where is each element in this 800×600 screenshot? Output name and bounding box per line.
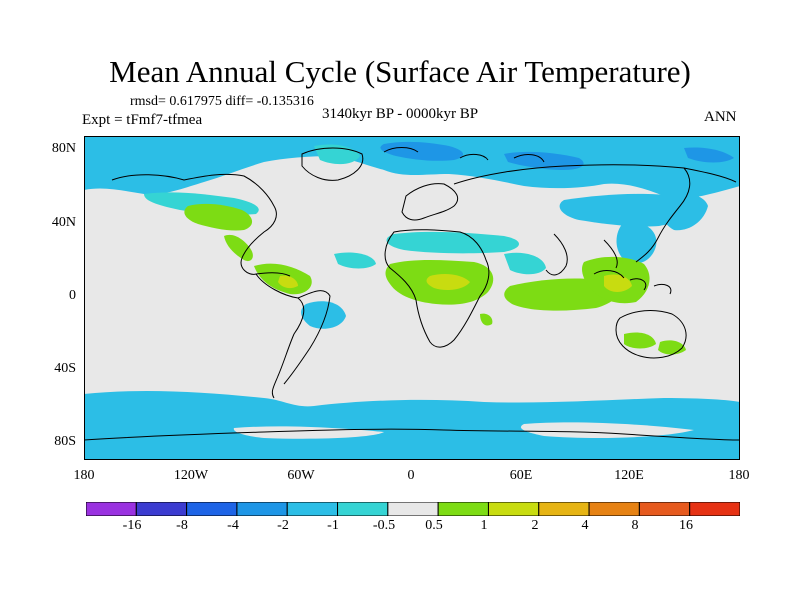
greenland-coast: [301, 147, 364, 181]
colorbar-swatch: [538, 502, 590, 516]
madagascar-warm-region: [480, 313, 493, 326]
lat-label-40s: 40S: [54, 361, 76, 376]
coastlines: [84, 147, 740, 441]
colorbar-label: -0.5: [372, 518, 396, 533]
colorbar-label: -2: [277, 518, 289, 533]
colorbar-label: 1: [480, 518, 488, 533]
colorbar-label: -1: [327, 518, 339, 533]
colorbar-label: 16: [679, 518, 693, 533]
japan-cool-region: [659, 193, 708, 231]
lon-label-180e: 180: [728, 468, 750, 483]
south-america-coast: [255, 273, 331, 399]
stats-text: rmsd= 0.617975 diff= -0.135316: [130, 94, 314, 109]
arctic-cool-region: [84, 136, 740, 199]
arctic-islands-coast: [383, 147, 545, 163]
southeast-asia-coast: [593, 270, 672, 295]
north-america-warm-region: [184, 203, 253, 231]
lon-label-60w: 60W: [287, 468, 315, 483]
north-america-coast: [111, 173, 291, 277]
colorbar-label: 2: [531, 518, 539, 533]
antarctica-coast: [84, 428, 740, 441]
lat-label-80n: 80N: [51, 141, 76, 156]
colorbar-label: 8: [631, 518, 639, 533]
lon-label-120e: 120E: [614, 468, 644, 483]
amazon-strong-region: [278, 275, 298, 289]
pacific-strong-region: [684, 147, 734, 163]
australia-warm-region: [624, 332, 656, 349]
period-label: 3140kyr BP - 0000kyr BP: [322, 106, 479, 122]
lat-label-eq: 0: [69, 288, 76, 303]
lat-label-80s: 80S: [54, 434, 76, 449]
colorbar-swatch: [437, 502, 489, 516]
antarctic-light-region-2: [520, 422, 694, 438]
colorbar-swatch: [387, 502, 439, 516]
colorbar-label: -4: [227, 518, 239, 533]
arctic-strong-region: [380, 141, 464, 161]
colorbar-swatch: [135, 502, 188, 516]
mexico-warm-region: [224, 234, 253, 262]
temperature-difference-map: [84, 136, 740, 460]
africa-coast: [384, 229, 490, 348]
europe-coast: [401, 183, 459, 221]
experiment-label: Expt = tFmf7-tfmea: [82, 112, 203, 128]
africa-strong-region: [426, 274, 470, 290]
eurasia-cool-region: [559, 193, 685, 227]
map-frame: [84, 136, 740, 460]
colorbar: [86, 502, 740, 516]
asia-coast: [453, 164, 737, 276]
colorbar-swatch: [487, 502, 540, 516]
colorbar-swatch: [186, 502, 238, 516]
colorbar-label: -16: [122, 518, 142, 533]
lat-label-40n: 40N: [51, 215, 76, 230]
lon-label-0: 0: [407, 468, 415, 483]
southern-ocean-cool-region: [84, 391, 740, 460]
figure-title: Mean Annual Cycle (Surface Air Temperatu…: [109, 54, 691, 89]
colorbar-swatch: [236, 502, 288, 516]
atlantic-cool-region: [334, 252, 376, 269]
maritime-strong-region: [604, 274, 632, 292]
lon-label-120w: 120W: [173, 468, 209, 483]
lon-label-60e: 60E: [509, 468, 533, 483]
mideast-cool-region: [386, 231, 519, 254]
lon-label-180w: 180: [73, 468, 95, 483]
australia-coast: [615, 310, 687, 359]
colorbar-label: 0.5: [425, 518, 443, 533]
colorbar-swatch: [337, 502, 389, 516]
colorbar-swatch: [588, 502, 640, 516]
arabian-sea-cool-region: [504, 252, 546, 275]
colorbar-swatch: [86, 502, 137, 516]
colorbar-label: -8: [176, 518, 188, 533]
south-pacific-cool-region: [301, 301, 346, 329]
colorbar-swatch: [689, 502, 740, 516]
colorbar-swatch: [286, 502, 339, 516]
colorbar-swatch: [638, 502, 691, 516]
season-label: ANN: [704, 109, 737, 125]
colorbar-label: 4: [581, 518, 589, 533]
